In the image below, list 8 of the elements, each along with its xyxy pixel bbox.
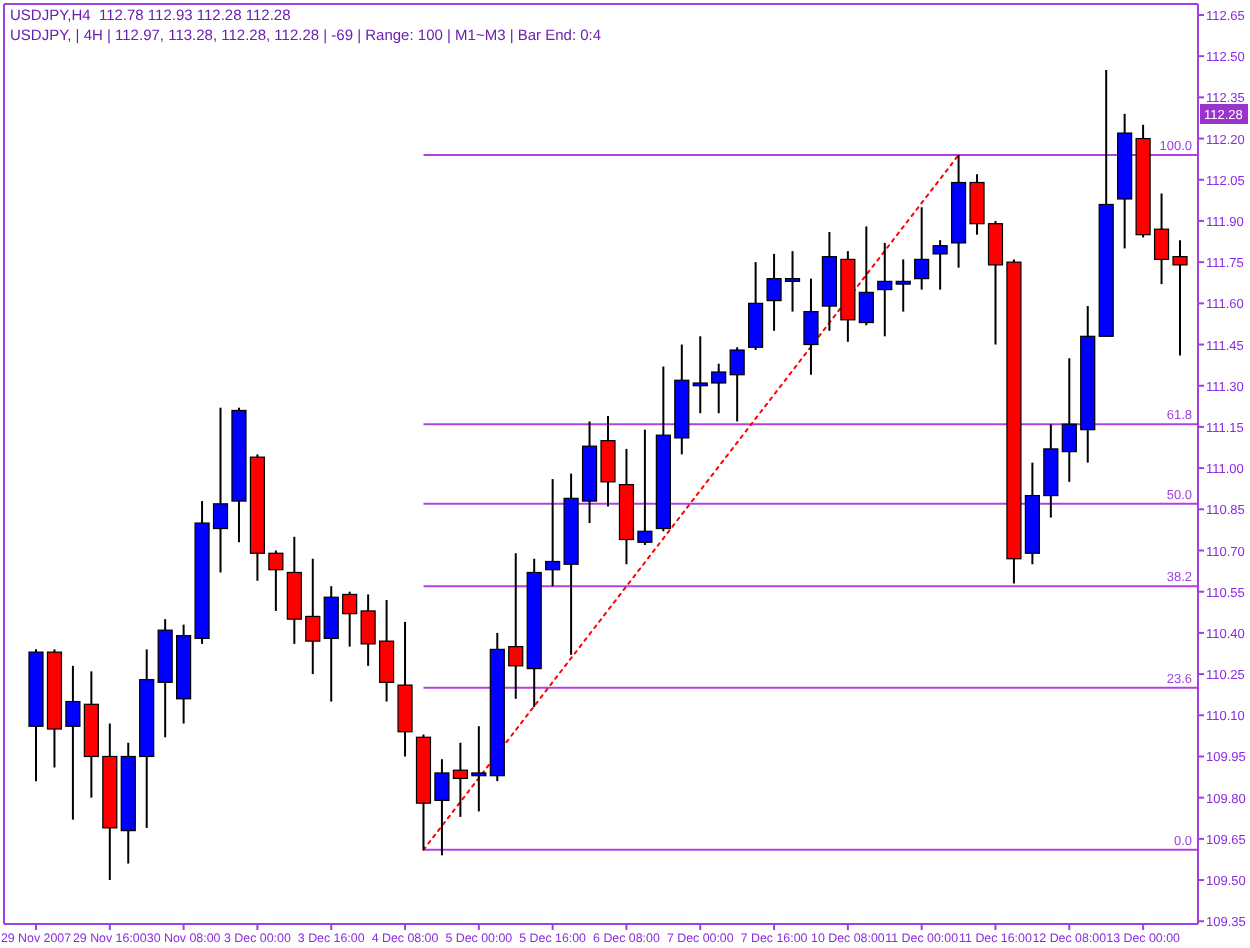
candlestick xyxy=(803,277,819,376)
candlestick xyxy=(895,258,911,313)
candlestick xyxy=(914,206,930,291)
candlestick xyxy=(932,239,948,291)
candlestick xyxy=(397,620,413,758)
candlestick xyxy=(877,241,893,338)
candlestick xyxy=(729,346,745,423)
candlestick xyxy=(748,261,764,352)
